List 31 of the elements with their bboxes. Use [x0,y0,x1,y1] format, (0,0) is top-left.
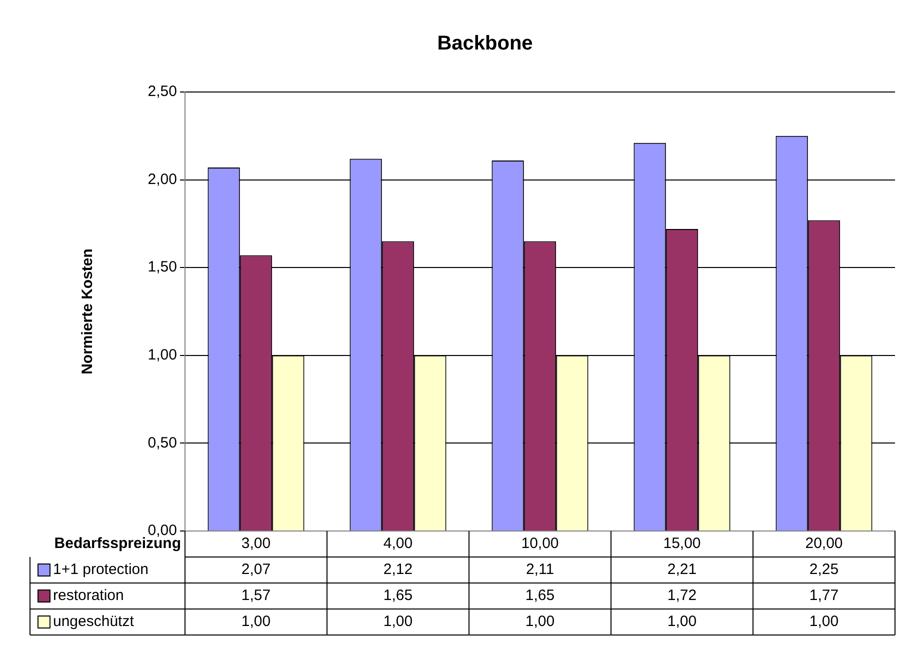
data-label: 1,77 [809,587,839,604]
data-label: 1,00 [241,613,271,630]
data-label: 1,72 [667,587,697,604]
y-axis-title: Normierte Kosten [79,248,96,374]
chart-title: Backbone [437,32,533,55]
y-tick-label: 2,00 [148,170,177,188]
data-label: 1,65 [383,587,413,604]
legend-label: 1+1 protection [53,561,148,578]
x-tick-label: 10,00 [521,535,559,552]
data-label: 2,25 [809,561,839,578]
y-tick-label: 1,50 [148,258,177,276]
data-label: 2,12 [383,561,413,578]
x-tick-label: 20,00 [805,535,843,552]
legend-label: restoration [53,587,124,604]
data-label: 1,00 [525,613,555,630]
data-label: 2,21 [667,561,697,578]
data-label: 2,11 [526,561,554,578]
y-tick-label: 0,50 [148,434,177,452]
data-label: 1,00 [667,613,697,630]
data-label: 1,00 [383,613,413,630]
data-label: 1,65 [525,587,555,604]
y-tick-label: 2,50 [148,83,177,100]
x-tick-label: 3,00 [241,535,271,552]
x-tick-label: 4,00 [383,535,413,552]
data-label: 2,07 [241,561,271,578]
data-label: 1,57 [241,587,271,604]
y-tick-label: 0,00 [148,522,177,540]
y-tick-label: 1,00 [148,346,177,364]
x-tick-label: 15,00 [663,535,701,552]
legend-label: ungeschützt [53,613,135,630]
data-label: 1,00 [809,613,839,630]
